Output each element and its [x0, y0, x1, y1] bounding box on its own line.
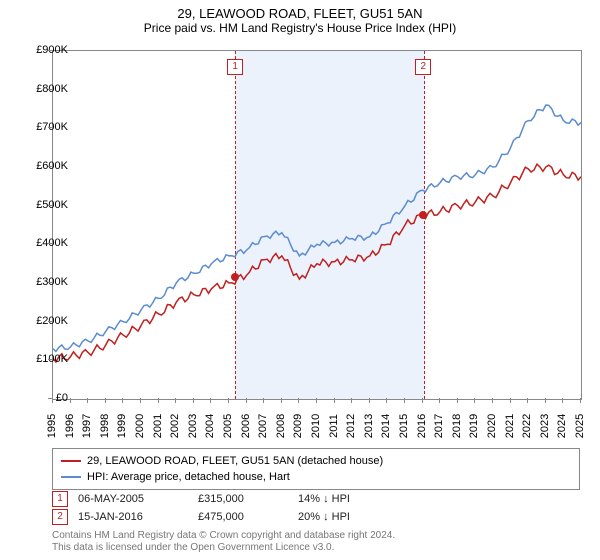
x-axis-label: 2011 [328, 411, 340, 441]
x-axis-label: 2015 [398, 411, 410, 441]
x-axis-label: 2013 [363, 411, 375, 441]
transaction-marker: 1 [52, 491, 68, 507]
transaction-diff: 14% ↓ HPI [298, 493, 408, 505]
x-axis-label: 2014 [380, 411, 392, 441]
legend-label: HPI: Average price, detached house, Hart [87, 469, 290, 485]
y-axis-label: £800K [18, 83, 68, 95]
y-axis-label: £0 [18, 392, 68, 404]
x-axis-label: 1997 [81, 411, 93, 441]
x-axis-label: 2012 [345, 411, 357, 441]
x-axis-label: 2020 [486, 411, 498, 441]
x-axis-label: 2009 [292, 411, 304, 441]
x-axis-label: 2004 [204, 411, 216, 441]
y-axis-label: £400K [18, 237, 68, 249]
footer-attribution: Contains HM Land Registry data © Crown c… [52, 530, 395, 554]
x-axis-label: 2001 [152, 411, 164, 441]
x-axis-label: 2021 [504, 411, 516, 441]
transaction-marker: 2 [52, 509, 68, 525]
x-axis-label: 2024 [556, 411, 568, 441]
x-axis-label: 2016 [416, 411, 428, 441]
y-axis-label: £200K [18, 315, 68, 327]
sale-marker-label: 2 [415, 59, 431, 75]
y-axis-label: £900K [18, 44, 68, 56]
x-axis-label: 2010 [310, 411, 322, 441]
legend: 29, LEAWOOD ROAD, FLEET, GU51 5AN (detac… [52, 448, 580, 490]
transaction-date: 06-MAY-2005 [78, 493, 188, 505]
footer-line: This data is licensed under the Open Gov… [52, 542, 395, 554]
footer-line: Contains HM Land Registry data © Crown c… [52, 530, 395, 542]
sale-marker-dot [231, 273, 239, 281]
x-axis-label: 2007 [257, 411, 269, 441]
y-axis-label: £500K [18, 199, 68, 211]
legend-swatch [61, 460, 81, 462]
x-axis-label: 2019 [468, 411, 480, 441]
chart-lines-svg [53, 51, 581, 399]
x-axis-label: 1998 [99, 411, 111, 441]
sale-marker-dot [419, 211, 427, 219]
transaction-row: 2 15-JAN-2016 £475,000 20% ↓ HPI [52, 508, 408, 526]
chart-subtitle: Price paid vs. HM Land Registry's House … [0, 21, 600, 39]
transaction-diff: 20% ↓ HPI [298, 511, 408, 523]
x-axis-label: 1999 [116, 411, 128, 441]
transaction-row: 1 06-MAY-2005 £315,000 14% ↓ HPI [52, 490, 408, 508]
chart-title: 29, LEAWOOD ROAD, FLEET, GU51 5AN [0, 0, 600, 21]
x-axis-label: 2022 [521, 411, 533, 441]
x-axis-label: 2002 [169, 411, 181, 441]
x-axis-label: 1996 [64, 411, 76, 441]
transactions-list: 1 06-MAY-2005 £315,000 14% ↓ HPI 2 15-JA… [52, 490, 408, 526]
sale-marker-label: 1 [227, 59, 243, 75]
transaction-price: £315,000 [198, 493, 288, 505]
legend-label: 29, LEAWOOD ROAD, FLEET, GU51 5AN (detac… [87, 453, 383, 469]
legend-swatch [61, 476, 81, 478]
y-axis-label: £600K [18, 160, 68, 172]
transaction-price: £475,000 [198, 511, 288, 523]
x-axis-label: 2003 [187, 411, 199, 441]
x-axis-label: 2006 [240, 411, 252, 441]
legend-item: 29, LEAWOOD ROAD, FLEET, GU51 5AN (detac… [61, 453, 571, 469]
x-axis-label: 2005 [222, 411, 234, 441]
x-axis-label: 2008 [275, 411, 287, 441]
x-axis-label: 2018 [451, 411, 463, 441]
x-axis-label: 2023 [539, 411, 551, 441]
x-axis-label: 2000 [134, 411, 146, 441]
legend-item: HPI: Average price, detached house, Hart [61, 469, 571, 485]
transaction-date: 15-JAN-2016 [78, 511, 188, 523]
y-axis-label: £700K [18, 121, 68, 133]
x-axis-label: 1995 [46, 411, 58, 441]
x-axis-label: 2025 [574, 411, 586, 441]
x-axis-label: 2017 [433, 411, 445, 441]
chart-plot-area: 12 [52, 50, 582, 400]
y-axis-label: £300K [18, 276, 68, 288]
y-axis-label: £100K [18, 353, 68, 365]
